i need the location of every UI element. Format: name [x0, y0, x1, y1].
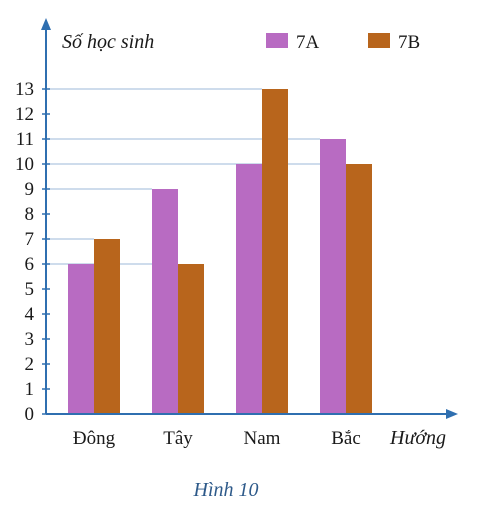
y-tick-label: 8 — [25, 204, 35, 225]
bar-7b-0 — [94, 239, 120, 414]
bar-7a-2 — [236, 164, 262, 414]
bar-7b-1 — [178, 264, 204, 414]
bar-7a-0 — [68, 264, 94, 414]
bar-7a-1 — [152, 189, 178, 414]
x-tick-label: Tây — [163, 428, 193, 449]
y-tick-label: 5 — [25, 279, 35, 300]
bar-7a-3 — [320, 139, 346, 414]
x-ticks: Đông Tây Nam Bắc — [73, 428, 361, 449]
gridlines — [46, 88, 346, 265]
y-tick-label: 2 — [25, 354, 35, 375]
legend-label: 7A — [296, 32, 320, 53]
y-axis-arrow — [41, 18, 51, 30]
y-tick-label: 10 — [15, 154, 34, 175]
figure-caption: Hình 10 — [193, 479, 259, 501]
y-tick-label: 1 — [25, 379, 35, 400]
x-axis-title: Hướng — [389, 427, 446, 449]
y-tick-label: 0 — [25, 404, 35, 425]
bar-7b-3 — [346, 164, 372, 414]
y-tick-label: 11 — [16, 129, 34, 150]
legend-swatch — [266, 33, 288, 48]
y-tick-label: 6 — [25, 254, 35, 275]
legend-swatch — [368, 33, 390, 48]
y-axis-title: Số học sinh — [62, 31, 154, 53]
y-tick-label: 3 — [25, 329, 35, 350]
x-tick-label: Bắc — [331, 428, 361, 449]
x-tick-label: Nam — [244, 428, 281, 449]
y-tick-label: 9 — [25, 179, 35, 200]
y-tick-label: 12 — [15, 104, 34, 125]
y-tick-label: 4 — [25, 304, 35, 325]
x-tick-label: Đông — [73, 428, 116, 449]
bars — [68, 89, 372, 414]
bar-7b-2 — [262, 89, 288, 414]
legend: 7A 7B — [266, 32, 420, 53]
y-tick-label: 13 — [15, 79, 34, 100]
x-axis-arrow — [446, 409, 458, 419]
legend-label: 7B — [398, 32, 420, 53]
y-tick-label: 7 — [25, 229, 35, 250]
